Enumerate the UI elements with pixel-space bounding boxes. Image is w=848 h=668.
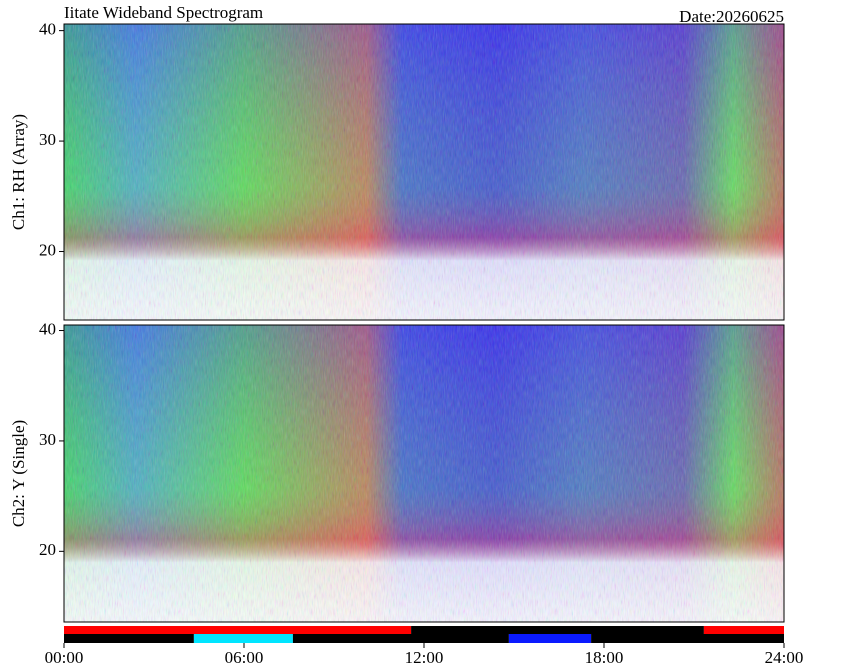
y-tick-label: 20 [39, 240, 56, 259]
chart-title: Iitate Wideband Spectrogram [64, 3, 263, 22]
y-tick-label: 20 [39, 540, 56, 559]
status-segment [193, 634, 293, 643]
x-tick-label: 06:00 [225, 648, 264, 667]
y-tick-label: 30 [39, 130, 56, 149]
status-segment [64, 626, 412, 634]
x-tick-label: 24:00 [765, 648, 804, 667]
spectrogram-texture [64, 24, 784, 320]
status-segment [292, 634, 509, 643]
y-axis-label: Ch1: RH (Array) [9, 114, 28, 230]
spectrogram-texture [64, 325, 784, 622]
plot-frame [63, 23, 785, 321]
y-tick-label: 40 [39, 20, 56, 39]
status-segment [508, 634, 592, 643]
y-axis-label: Ch2: Y (Single) [9, 420, 28, 527]
status-segment [591, 634, 784, 643]
x-tick-label: 12:00 [405, 648, 444, 667]
y-tick-label: 30 [39, 430, 56, 449]
status-segment [64, 634, 194, 643]
x-tick-label: 00:00 [45, 648, 84, 667]
x-tick-label: 18:00 [585, 648, 624, 667]
y-tick-label: 40 [39, 319, 56, 338]
status-segment [411, 626, 704, 634]
plot-frame [63, 324, 785, 623]
status-segment [703, 626, 784, 634]
date-label: Date:20260625 [679, 7, 784, 26]
